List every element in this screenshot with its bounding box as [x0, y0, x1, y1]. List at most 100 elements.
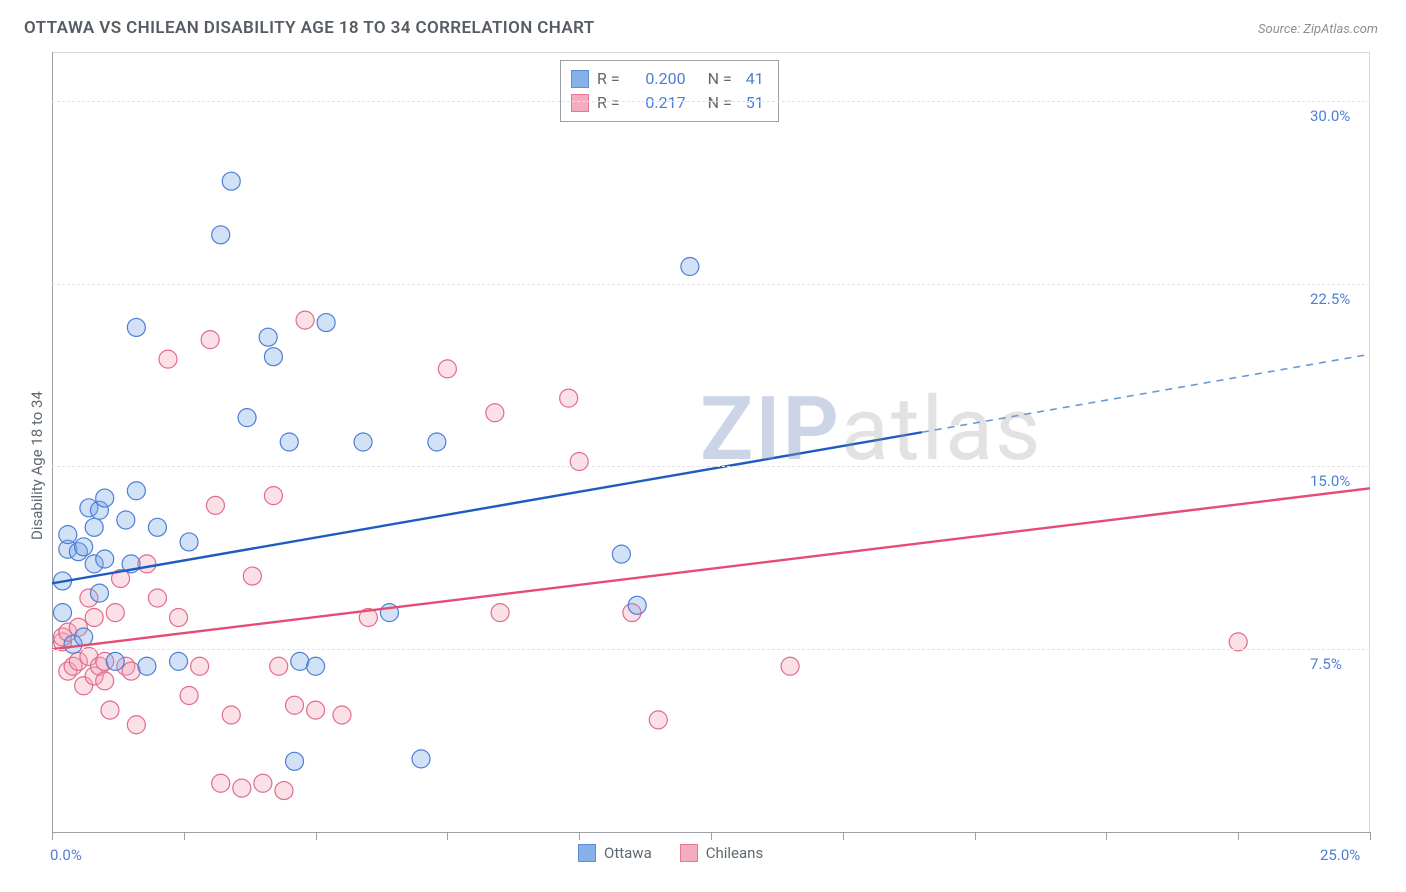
x-tick-label: 0.0% [50, 846, 82, 864]
data-point [90, 584, 108, 602]
legend-row-chileans: R = 0.217 N =51 [571, 91, 764, 115]
data-point [1229, 633, 1247, 651]
data-point [85, 609, 103, 627]
gridline [52, 284, 1370, 285]
x-tick-label: 25.0% [1320, 846, 1360, 864]
r-value-chileans: 0.217 [630, 91, 686, 115]
data-point [681, 258, 699, 276]
x-tick [316, 832, 317, 840]
data-point [264, 348, 282, 366]
data-point [412, 750, 430, 768]
n-value-chileans: 51 [746, 91, 764, 115]
swatch-ottawa-icon [578, 844, 596, 862]
data-point [212, 774, 230, 792]
data-point [212, 226, 230, 244]
legend-label-ottawa: Ottawa [604, 844, 652, 862]
legend-item-ottawa: Ottawa [578, 844, 652, 862]
data-point [264, 487, 282, 505]
data-point [354, 433, 372, 451]
data-point [127, 318, 145, 336]
data-point [307, 701, 325, 719]
data-point [259, 328, 277, 346]
data-point [96, 672, 114, 690]
x-tick [447, 832, 448, 840]
y-tick-label: 30.0% [1310, 107, 1350, 125]
scatter-plot [0, 0, 1406, 892]
data-point [170, 652, 188, 670]
data-point [96, 550, 114, 568]
data-point [148, 518, 166, 536]
data-point [117, 511, 135, 529]
data-point [486, 404, 504, 422]
data-point [206, 496, 224, 514]
gridline [52, 101, 1370, 102]
data-point [612, 545, 630, 563]
data-point [307, 657, 325, 675]
data-point [127, 482, 145, 500]
data-point [560, 389, 578, 407]
y-tick-label: 22.5% [1310, 290, 1350, 308]
data-point [233, 779, 251, 797]
data-point [570, 453, 588, 471]
data-point [491, 604, 509, 622]
data-point [106, 604, 124, 622]
correlation-legend: R =0.200 N =41 R = 0.217 N =51 [560, 60, 779, 122]
data-point [238, 409, 256, 427]
data-point [280, 433, 298, 451]
x-tick [843, 832, 844, 840]
data-point [59, 526, 77, 544]
data-point [317, 314, 335, 332]
swatch-ottawa [571, 70, 589, 88]
data-point [75, 538, 93, 556]
data-point [333, 706, 351, 724]
data-point [96, 489, 114, 507]
data-point [180, 687, 198, 705]
y-tick-label: 15.0% [1310, 472, 1350, 490]
x-tick [52, 832, 53, 840]
data-point [222, 706, 240, 724]
data-point [201, 331, 219, 349]
data-point [628, 596, 646, 614]
data-point [438, 360, 456, 378]
n-value-ottawa: 41 [746, 67, 764, 91]
data-point [291, 652, 309, 670]
x-tick [975, 832, 976, 840]
data-point [101, 701, 119, 719]
data-point [127, 716, 145, 734]
data-point [275, 782, 293, 800]
legend-label-chileans: Chileans [706, 844, 763, 862]
r-value-ottawa: 0.200 [630, 67, 686, 91]
data-point [54, 604, 72, 622]
x-tick [579, 832, 580, 840]
data-point [286, 696, 304, 714]
data-point [191, 657, 209, 675]
data-point [106, 652, 124, 670]
data-point [138, 657, 156, 675]
swatch-chileans [571, 94, 589, 112]
data-point [122, 662, 140, 680]
data-point [243, 567, 261, 585]
data-point [75, 628, 93, 646]
data-point [781, 657, 799, 675]
data-point [170, 609, 188, 627]
data-point [270, 657, 288, 675]
data-point [222, 172, 240, 190]
y-tick-label: 7.5% [1310, 655, 1342, 673]
data-point [85, 518, 103, 536]
gridline [52, 466, 1370, 467]
x-tick [1238, 832, 1239, 840]
regression-line [922, 354, 1370, 432]
regression-line [52, 432, 922, 583]
legend-item-chileans: Chileans [680, 844, 763, 862]
data-point [296, 311, 314, 329]
x-tick [1106, 832, 1107, 840]
gridline [52, 649, 1370, 650]
data-point [428, 433, 446, 451]
x-tick [184, 832, 185, 840]
data-point [286, 752, 304, 770]
legend-row-ottawa: R =0.200 N =41 [571, 67, 764, 91]
x-tick [1370, 832, 1371, 840]
data-point [180, 533, 198, 551]
series-legend: Ottawa Chileans [578, 844, 763, 862]
data-point [254, 774, 272, 792]
